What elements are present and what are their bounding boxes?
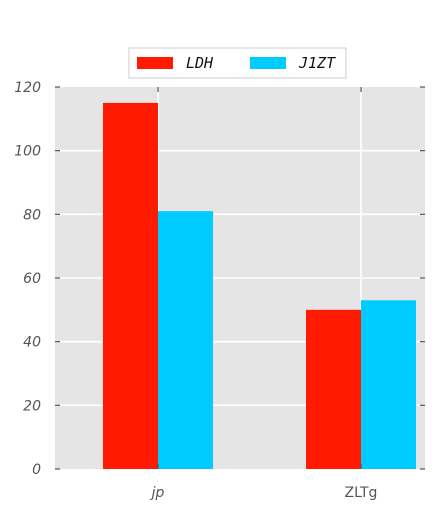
legend-swatch-ldh [137,57,173,69]
x-tick-label: ZLTg [345,485,378,501]
y-tick-label: 40 [23,335,41,351]
bar-ldh-jp [103,102,158,470]
axes: 0 20 40 60 80 100 120 jp ZLTg [14,80,425,501]
y-tick-label: 120 [14,80,41,96]
y-tick-label: 60 [23,271,41,287]
x-tick-label: jp [150,485,165,501]
y-tick-label: 100 [14,144,41,160]
legend: LDH J1ZT [128,47,347,79]
bar-j1zt-zltg [361,300,416,469]
bar-j1zt-jp [158,211,213,469]
y-tick-label: 0 [32,462,41,478]
bar-ldh-zltg [306,309,361,469]
legend-label-j1zt: J1ZT [298,54,336,72]
y-tick-label: 20 [23,398,41,414]
legend-label-ldh: LDH [186,54,214,72]
bars [103,102,416,470]
legend-swatch-j1zt [250,57,286,69]
y-tick-label: 80 [23,207,41,223]
